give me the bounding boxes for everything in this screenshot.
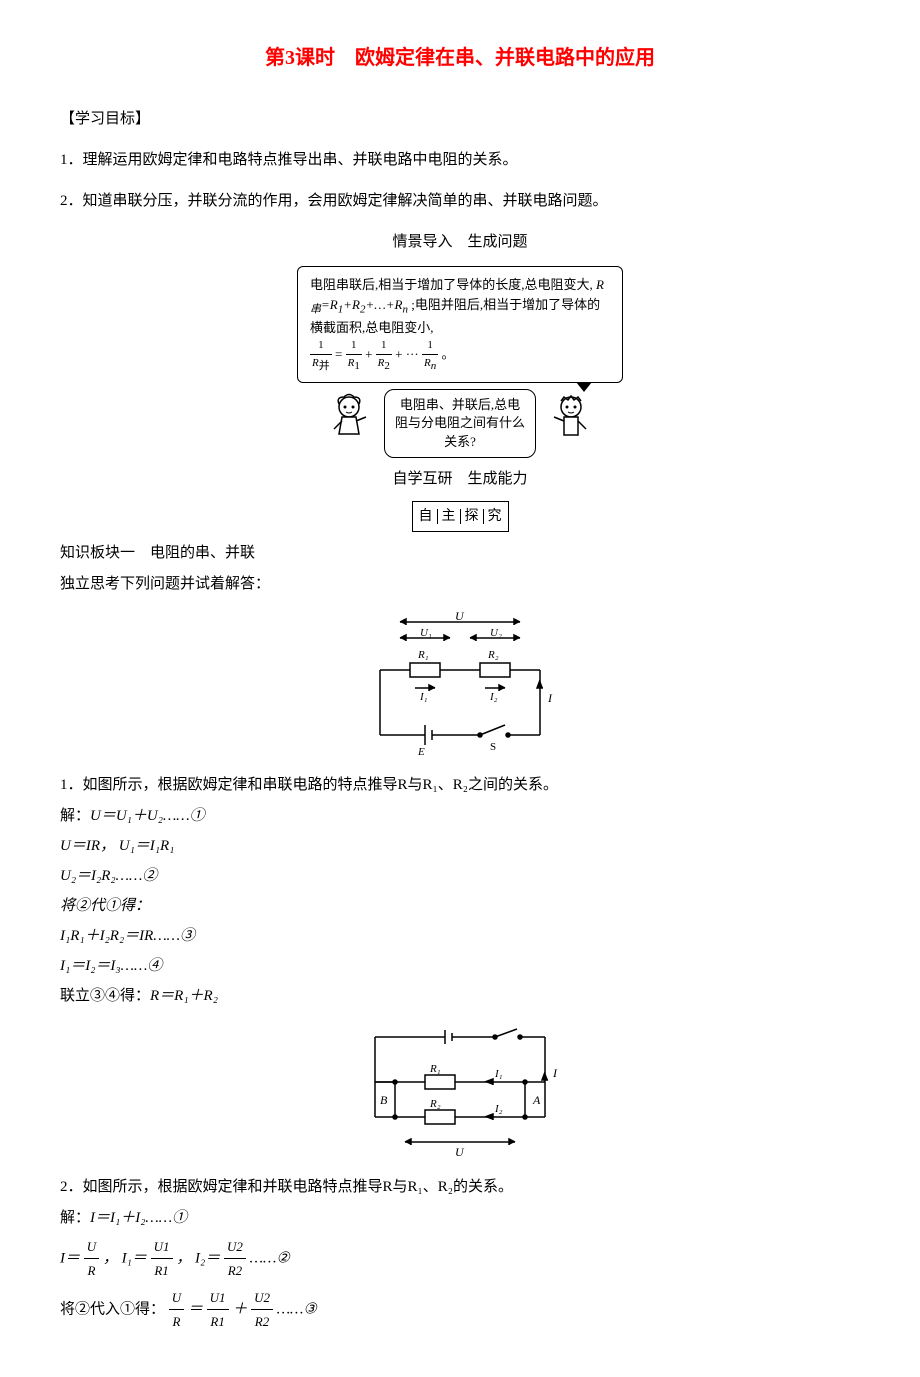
svg-text:A: A — [532, 1093, 541, 1107]
sol2-l2: I＝ UR ， I₁＝ U1R1 ， I₂＝ U2R2 ……② — [60, 1235, 860, 1283]
svg-text:U₂: U₂ — [490, 627, 502, 639]
sol1-l1-pre: 解： — [60, 808, 90, 824]
goal-2: 2．知道串联分压，并联分流的作用，会用欧姆定律解决简单的串、并联电路问题。 — [60, 188, 860, 215]
svg-text:U: U — [455, 610, 465, 623]
sol2-l3b: ＋ — [232, 1301, 247, 1317]
svg-text:E: E — [417, 746, 425, 758]
sol1-l2b: U₁＝I₁R₁ — [119, 838, 175, 854]
sol2-l2f: ……② — [250, 1250, 290, 1266]
sol1-l1: U＝U₁＋U₂……① — [90, 808, 205, 824]
goal-1: 1．理解运用欧姆定律和电路特点推导出串、并联电路中电阻的关系。 — [60, 147, 860, 174]
frac-u1-r1-b: U1R1 — [207, 1286, 229, 1334]
plus: + — [365, 347, 376, 362]
block1-title: 知识板块一 电阻的串、并联 — [60, 540, 860, 567]
section-label: 【学习目标】 — [60, 106, 860, 133]
box-char-3: 探 — [461, 509, 484, 524]
svg-text:I₁: I₁ — [494, 1068, 503, 1080]
block1-sub: 独立思考下列问题并试着解答： — [60, 571, 860, 598]
speech1-end: 。 — [441, 347, 454, 362]
series-circuit-diagram: U U₁ U₂ R₁ R₂ I₁ I₂ I E — [340, 610, 580, 760]
svg-text:B: B — [380, 1093, 388, 1107]
frac-u-r-b: UR — [169, 1286, 184, 1334]
sol1-l5: I₁R₁＋I₂R₂＝IR……③ — [60, 923, 860, 950]
page-title: 第3课时 欧姆定律在串、并联电路中的应用 — [60, 40, 860, 76]
sol2-l2b: ， — [103, 1250, 118, 1266]
speech-box-1: 电阻串联后,相当于增加了导体的长度,总电阻变大, R串=R1+R2+…+Rn ;… — [297, 266, 623, 383]
lead-2: 自学互研 生成能力 — [60, 466, 860, 493]
speech-box-2: 电阻串、并联后,总电阻与分电阻之间有什么关系? — [384, 389, 536, 458]
sol2-l3-pre: 将②代入①得： — [60, 1301, 165, 1317]
box-label: 自主探究 — [412, 501, 509, 532]
sol1-l4: 将②代①得： — [60, 893, 860, 920]
box-char-1: 自 — [415, 509, 438, 524]
sol2-l2a: I＝ — [60, 1250, 80, 1266]
frac-1-over-rn: 1Rn — [422, 337, 438, 374]
frac-1-over-rp: 1R并 — [310, 337, 332, 374]
lead-1: 情景导入 生成问题 — [60, 229, 860, 256]
svg-text:I: I — [547, 691, 553, 705]
sol2-l3end: ……③ — [277, 1301, 317, 1317]
svg-text:R₁: R₁ — [429, 1063, 441, 1075]
sol2-l2e: I₂＝ — [195, 1250, 220, 1266]
frac-1-over-r2: 1R2 — [376, 337, 392, 374]
frac-u2-r2-b: U2R2 — [251, 1286, 273, 1334]
svg-text:I: I — [552, 1066, 558, 1080]
question-2: 2．如图所示，根据欧姆定律和并联电路特点推导R与R₁、R₂的关系。 — [60, 1174, 860, 1201]
eq: = — [335, 347, 346, 362]
sol2-l1: I＝I₁＋I₂……① — [90, 1210, 187, 1226]
question-1: 1．如图所示，根据欧姆定律和串联电路的特点推导R与R₁、R₂之间的关系。 — [60, 772, 860, 799]
svg-text:I₂: I₂ — [494, 1103, 503, 1115]
frac-1-over-r1: 1R1 — [346, 337, 362, 374]
speech1-text-a: 电阻串联后,相当于增加了导体的长度,总电阻变大, — [310, 277, 593, 292]
sol1-l7-pre: 联立③④得： — [60, 988, 150, 1004]
svg-text:I₁: I₁ — [419, 691, 428, 703]
box-char-2: 主 — [438, 509, 461, 524]
svg-text:R₂: R₂ — [429, 1098, 441, 1110]
dots: + ··· — [395, 347, 422, 362]
svg-text:U: U — [455, 1145, 465, 1159]
girl-character-icon — [324, 389, 374, 449]
sol1-l6: I₁＝I₂＝I₃……④ — [60, 953, 860, 980]
svg-text:S: S — [490, 741, 496, 753]
svg-text:I₂: I₂ — [489, 691, 498, 703]
box-char-4: 究 — [484, 509, 506, 524]
sol1-l3: U₂＝I₂R₂……② — [60, 863, 860, 890]
sol2-l3: 将②代入①得： UR ＝ U1R1 ＋ U2R2 ……③ — [60, 1286, 860, 1334]
parallel-circuit-diagram: B A R₁ I₁ R₂ I₂ I U — [335, 1022, 585, 1162]
svg-text:R₁: R₁ — [417, 649, 429, 661]
sol1-l2a: U＝IR， — [60, 838, 115, 854]
frac-u1-r1: U1R1 — [151, 1235, 173, 1283]
sol2-l3a: ＝ — [188, 1301, 203, 1317]
sol2-l2d: ， — [176, 1250, 191, 1266]
character-row: 电阻串、并联后,总电阻与分电阻之间有什么关系? — [60, 389, 860, 458]
frac-u-r: UR — [84, 1235, 99, 1283]
frac-u2-r2: U2R2 — [224, 1235, 246, 1283]
sol2-l1-pre: 解： — [60, 1210, 90, 1226]
boy-character-icon — [546, 389, 596, 449]
svg-text:U₁: U₁ — [420, 627, 432, 639]
sol1-l7: R＝R₁＋R₂ — [150, 988, 218, 1004]
sol2-l2c: I₁＝ — [122, 1250, 147, 1266]
speech-tail-icon — [576, 382, 592, 392]
svg-text:R₂: R₂ — [487, 649, 499, 661]
